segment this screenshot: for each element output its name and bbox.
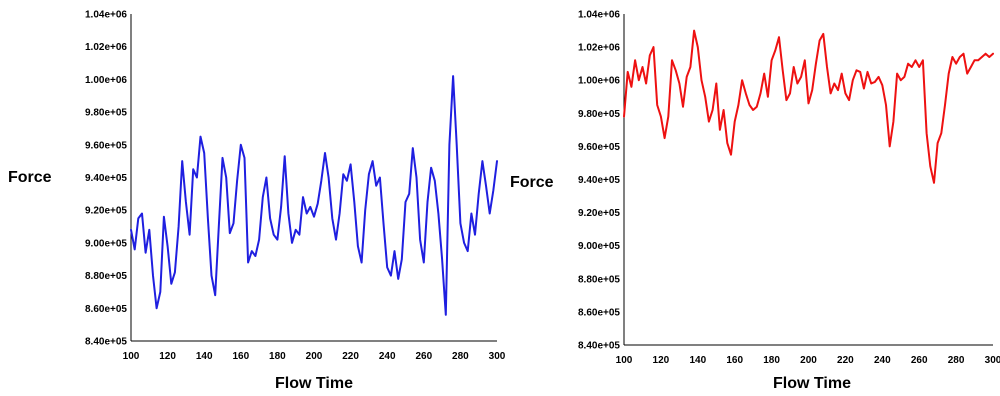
y-tick-label: 1.00e+06 bbox=[578, 76, 620, 87]
x-tick-label: 200 bbox=[800, 355, 817, 366]
y-tick-label: 1.02e+06 bbox=[578, 43, 620, 54]
y-tick-label: 9.00e+05 bbox=[578, 241, 620, 252]
x-tick-label: 240 bbox=[379, 351, 396, 362]
x-tick-label: 220 bbox=[342, 351, 359, 362]
x-tick-label: 260 bbox=[911, 355, 928, 366]
y-axis-label: Force bbox=[8, 169, 52, 186]
x-tick-label: 100 bbox=[123, 351, 140, 362]
x-tick-label: 240 bbox=[874, 355, 891, 366]
x-tick-label: 220 bbox=[837, 355, 854, 366]
chart-right: 8.40e+05 8.60e+05 8.80e+05 9.00e+05 9.20e+05… bbox=[510, 10, 1000, 393]
x-tick-label: 280 bbox=[452, 351, 469, 362]
x-tick-label: 140 bbox=[196, 351, 213, 362]
x-tick-label: 260 bbox=[415, 351, 432, 362]
y-tick-label: 9.20e+05 bbox=[85, 206, 127, 217]
x-tick-label: 180 bbox=[269, 351, 286, 362]
y-tick-label: 9.20e+05 bbox=[578, 208, 620, 219]
x-ticks: 100 120 140 160 180 200 220 240 260 280 300 bbox=[123, 351, 506, 362]
x-tick-label: 120 bbox=[159, 351, 176, 362]
y-tick-label: 9.40e+05 bbox=[578, 175, 620, 186]
x-tick-label: 180 bbox=[763, 355, 780, 366]
y-tick-label: 1.04e+06 bbox=[578, 10, 620, 21]
x-tick-label: 200 bbox=[306, 351, 323, 362]
y-tick-label: 1.04e+06 bbox=[85, 10, 127, 21]
x-axis-label: Flow Time bbox=[275, 375, 353, 392]
y-tick-label: 8.80e+05 bbox=[85, 271, 127, 282]
x-tick-label: 160 bbox=[232, 351, 249, 362]
x-tick-label: 140 bbox=[689, 355, 706, 366]
series-line bbox=[130, 75, 498, 316]
x-axis-label: Flow Time bbox=[773, 375, 851, 392]
x-tick-label: 300 bbox=[489, 351, 506, 362]
y-tick-label: 9.60e+05 bbox=[85, 140, 127, 151]
y-tick-label: 9.60e+05 bbox=[578, 142, 620, 153]
y-axis-label: Force bbox=[510, 174, 554, 191]
y-ticks: 8.40e+05 8.60e+05 8.80e+05 9.00e+05 9.20e+05… bbox=[578, 10, 620, 352]
series-group bbox=[623, 29, 994, 184]
y-tick-label: 1.02e+06 bbox=[85, 42, 127, 53]
x-tick-label: 300 bbox=[985, 355, 1000, 366]
y-tick-label: 8.40e+05 bbox=[85, 337, 127, 348]
y-ticks: 8.40e+05 8.60e+05 8.80e+05 9.00e+05 9.20e+05… bbox=[85, 10, 127, 348]
y-tick-label: 8.60e+05 bbox=[578, 307, 620, 318]
x-tick-label: 280 bbox=[948, 355, 965, 366]
series-line bbox=[623, 29, 994, 184]
y-tick-label: 8.40e+05 bbox=[578, 341, 620, 352]
y-tick-label: 9.00e+05 bbox=[85, 238, 127, 249]
x-tick-label: 160 bbox=[726, 355, 743, 366]
x-tick-label: 100 bbox=[616, 355, 633, 366]
x-tick-label: 120 bbox=[653, 355, 670, 366]
chart-left: 8.40e+05 8.60e+05 8.80e+05 9.00e+05 9.20e+05… bbox=[8, 10, 506, 393]
y-tick-label: 8.60e+05 bbox=[85, 304, 127, 315]
x-ticks: 100 120 140 160 180 200 220 240 260 280 300 bbox=[616, 355, 1000, 366]
y-tick-label: 9.40e+05 bbox=[85, 173, 127, 184]
y-tick-label: 9.80e+05 bbox=[578, 109, 620, 120]
y-tick-label: 1.00e+06 bbox=[85, 75, 127, 86]
y-tick-label: 8.80e+05 bbox=[578, 274, 620, 285]
series-group bbox=[130, 75, 498, 316]
y-tick-label: 9.80e+05 bbox=[85, 108, 127, 119]
